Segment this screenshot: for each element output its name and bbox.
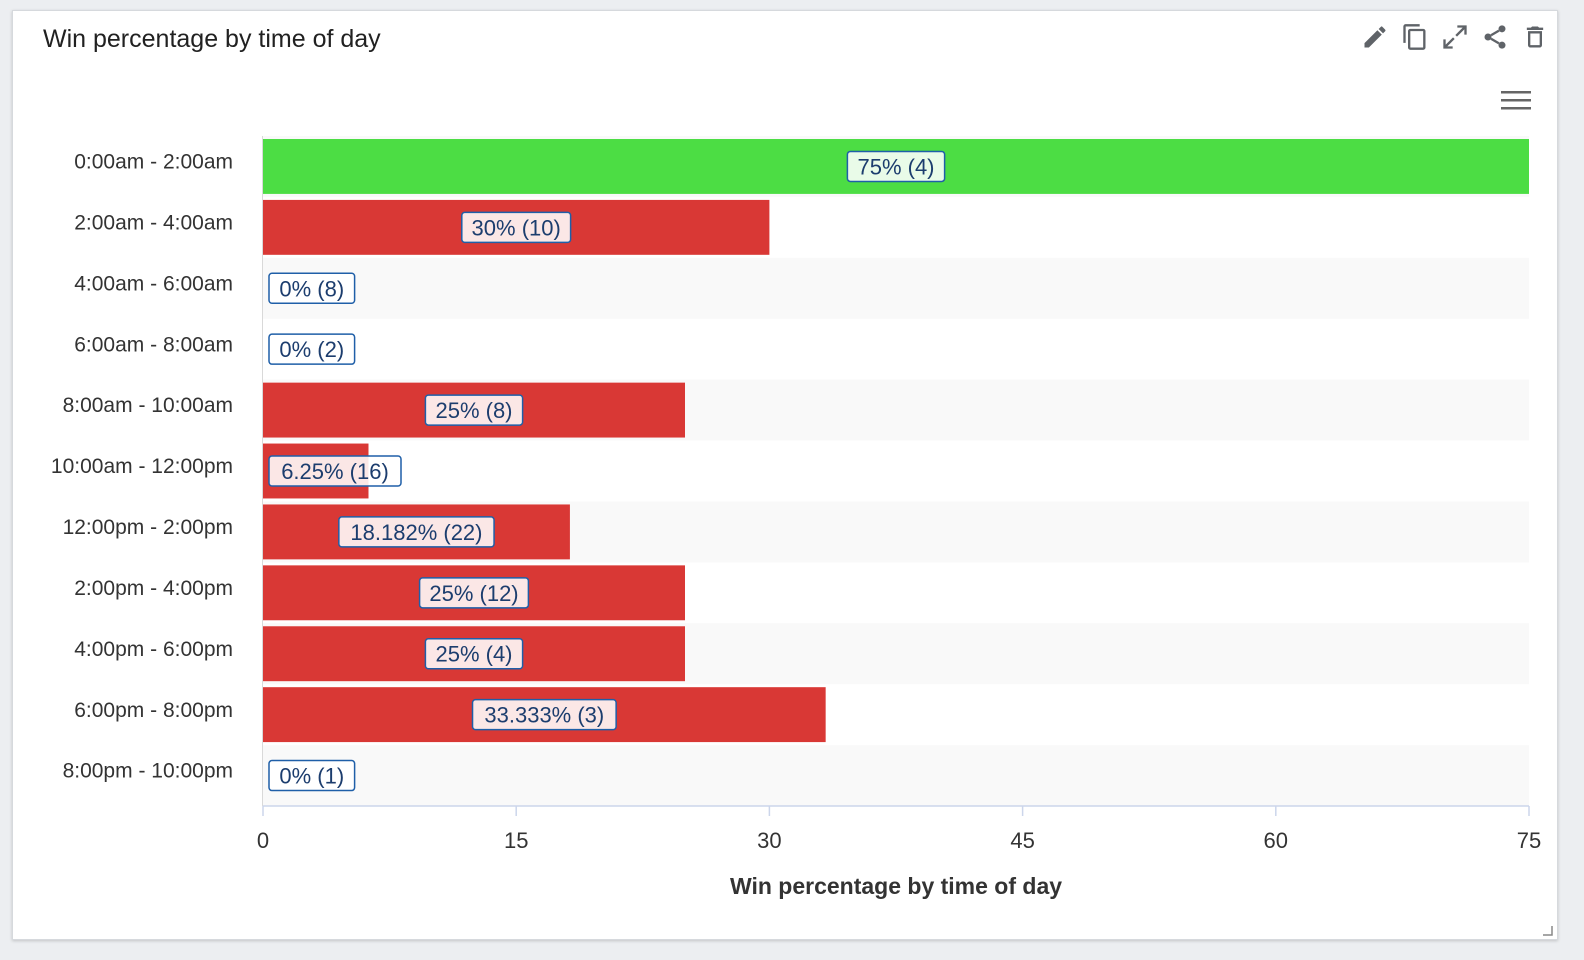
data-label-text: 25% (12) — [429, 581, 518, 606]
category-label: 8:00am - 10:00am — [63, 394, 233, 417]
x-tick-label: 75 — [1517, 828, 1541, 853]
data-label-text: 0% (2) — [279, 337, 344, 362]
data-label: 25% (4) — [424, 637, 524, 670]
data-label-box — [268, 272, 356, 305]
category-label: 10:00am - 12:00pm — [51, 455, 233, 478]
data-label: 75% (4) — [846, 150, 946, 183]
data-label: 33.333% (3) — [471, 698, 617, 731]
data-label: 6.25% (16) — [268, 455, 402, 487]
x-tick-label: 30 — [757, 828, 781, 853]
data-label: 25% (12) — [418, 577, 530, 609]
data-label-box — [268, 759, 356, 792]
x-axis-title: Win percentage by time of day — [730, 873, 1062, 899]
category-label: 6:00am - 8:00am — [74, 333, 233, 356]
category-label: 8:00pm - 10:00pm — [63, 760, 233, 783]
data-label-text: 25% (8) — [435, 398, 512, 423]
category-label: 12:00pm - 2:00pm — [63, 516, 233, 539]
data-label-text: 33.333% (3) — [484, 703, 604, 728]
data-label: 0% (1) — [268, 759, 356, 792]
row-band — [263, 745, 1529, 806]
data-label-text: 0% (1) — [279, 764, 344, 789]
data-label: 18.182% (22) — [338, 516, 495, 548]
data-label-box — [418, 577, 530, 609]
data-label: 30% (10) — [461, 211, 572, 244]
share-icon[interactable] — [1479, 21, 1511, 53]
copy-icon[interactable] — [1399, 21, 1431, 53]
data-label: 0% (2) — [268, 333, 356, 365]
category-label: 4:00am - 6:00am — [74, 272, 233, 295]
x-tick-label: 15 — [504, 828, 528, 853]
delete-icon[interactable] — [1519, 21, 1551, 53]
data-label-box — [846, 150, 946, 183]
data-label-box — [424, 394, 524, 426]
data-label-text: 30% (10) — [472, 215, 561, 240]
x-tick-label: 60 — [1264, 828, 1288, 853]
category-label: 6:00pm - 8:00pm — [74, 699, 233, 722]
x-tick-label: 0 — [257, 828, 269, 853]
data-label-box — [461, 211, 572, 244]
card-toolbar — [1359, 21, 1551, 53]
data-label-text: 18.182% (22) — [350, 520, 482, 545]
data-label-text: 25% (4) — [435, 642, 512, 667]
resize-handle-icon[interactable] — [1541, 923, 1553, 936]
data-label: 25% (8) — [424, 394, 524, 426]
hamburger-menu-icon[interactable] — [1499, 87, 1533, 115]
data-label-text: 6.25% (16) — [281, 459, 389, 484]
category-label: 2:00pm - 4:00pm — [74, 577, 233, 600]
x-tick-label: 45 — [1010, 828, 1034, 853]
data-label-box — [268, 455, 402, 487]
data-label-box — [424, 637, 524, 670]
expand-icon[interactable] — [1439, 21, 1471, 53]
data-label: 0% (8) — [268, 272, 356, 305]
data-label-text: 75% (4) — [857, 154, 934, 179]
category-label: 4:00pm - 6:00pm — [74, 638, 233, 661]
data-label-box — [268, 333, 356, 365]
edit-icon[interactable] — [1359, 21, 1391, 53]
data-label-box — [471, 698, 617, 731]
chart-card-title: Win percentage by time of day — [43, 25, 381, 53]
category-label: 0:00am - 2:00am — [74, 151, 233, 174]
row-band — [263, 257, 1529, 319]
category-label: 2:00am - 4:00am — [74, 211, 233, 234]
data-label-box — [338, 516, 495, 548]
data-label-text: 0% (8) — [279, 276, 344, 301]
